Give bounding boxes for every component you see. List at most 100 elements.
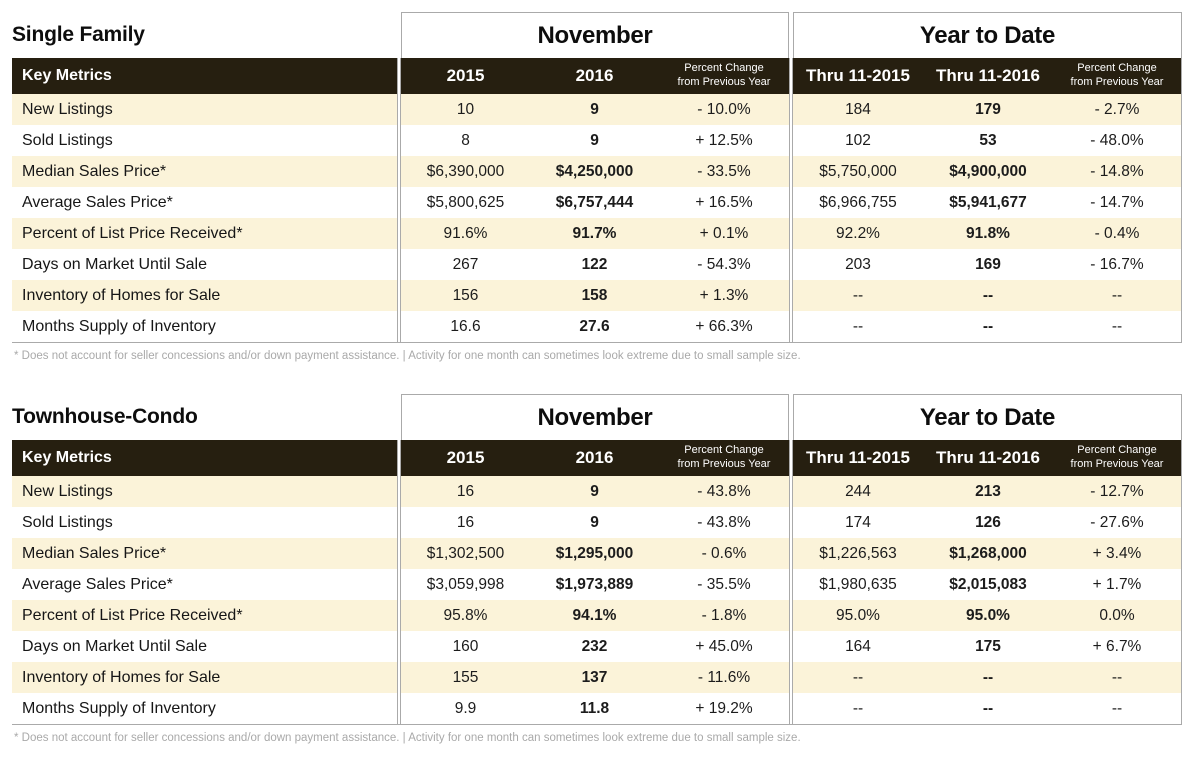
ytd-2016-value: 91.8% <box>923 218 1053 249</box>
nov-2015-header: 2015 <box>401 440 530 476</box>
nov-2016-value: 9 <box>530 94 659 125</box>
metric-label: Sold Listings <box>12 507 397 538</box>
pct-change-line2: from Previous Year <box>677 76 771 88</box>
column-divider <box>397 507 401 538</box>
ytd-pct-change-value: - 27.6% <box>1053 507 1182 538</box>
ytd-pct-change-value: -- <box>1053 693 1182 724</box>
nov-2015-value: 16 <box>401 476 530 507</box>
metric-label: Inventory of Homes for Sale <box>12 280 397 311</box>
nov-2016-header: 2016 <box>530 440 659 476</box>
column-divider <box>397 218 401 249</box>
nov-2016-value: 11.8 <box>530 693 659 724</box>
column-divider <box>789 156 793 187</box>
ytd-2016-value: 95.0% <box>923 600 1053 631</box>
ytd-2015-value: $6,966,755 <box>793 187 923 218</box>
metric-label: Months Supply of Inventory <box>12 693 397 724</box>
nov-2015-value: 155 <box>401 662 530 693</box>
ytd-pct-change-value: - 16.7% <box>1053 249 1182 280</box>
nov-2016-value: $1,973,889 <box>530 569 659 600</box>
nov-2016-header: 2016 <box>530 58 659 94</box>
nov-2016-value: 9 <box>530 476 659 507</box>
metric-label: Months Supply of Inventory <box>12 311 397 342</box>
metric-label: New Listings <box>12 476 397 507</box>
ytd-pct-change-header: Percent Change from Previous Year <box>1053 58 1182 94</box>
column-divider <box>789 476 793 507</box>
single-family-table: Single Family November Year to Date Key … <box>12 12 1182 343</box>
ytd-pct-change-value: - 48.0% <box>1053 125 1182 156</box>
nov-2016-value: 137 <box>530 662 659 693</box>
pct-change-line1: Percent Change <box>1077 62 1157 75</box>
metric-label: New Listings <box>12 94 397 125</box>
ytd-pct-change-value: - 0.4% <box>1053 218 1182 249</box>
metric-label: Average Sales Price* <box>12 187 397 218</box>
column-divider <box>789 693 793 724</box>
ytd-2016-value: $4,900,000 <box>923 156 1053 187</box>
ytd-pct-change-value: -- <box>1053 280 1182 311</box>
column-divider <box>397 538 401 569</box>
title-gap <box>789 394 793 440</box>
ytd-2016-value: 126 <box>923 507 1053 538</box>
footnote: * Does not account for seller concession… <box>14 732 801 744</box>
nov-2015-value: 8 <box>401 125 530 156</box>
ytd-2015-value: -- <box>793 311 923 342</box>
nov-pct-change-header: Percent Change from Previous Year <box>659 58 789 94</box>
nov-2015-value: $3,059,998 <box>401 569 530 600</box>
footnote: * Does not account for seller concession… <box>14 350 801 362</box>
nov-2016-value: $1,295,000 <box>530 538 659 569</box>
metric-label: Average Sales Price* <box>12 569 397 600</box>
ytd-pct-change-value: -- <box>1053 311 1182 342</box>
column-divider <box>397 249 401 280</box>
ytd-pct-change-value: 0.0% <box>1053 600 1182 631</box>
ytd-pct-change-value: + 6.7% <box>1053 631 1182 662</box>
nov-pct-change-value: - 33.5% <box>659 156 789 187</box>
ytd-2016-value: 169 <box>923 249 1053 280</box>
pct-change-line2: from Previous Year <box>1070 76 1164 88</box>
ytd-pct-change-header: Percent Change from Previous Year <box>1053 440 1182 476</box>
nov-pct-change-header: Percent Change from Previous Year <box>659 440 789 476</box>
ytd-2016-value: -- <box>923 662 1053 693</box>
ytd-2016-value: $1,268,000 <box>923 538 1053 569</box>
metric-label: Inventory of Homes for Sale <box>12 662 397 693</box>
nov-pct-change-value: - 10.0% <box>659 94 789 125</box>
column-divider <box>397 94 401 125</box>
column-divider <box>397 156 401 187</box>
pct-change-line2: from Previous Year <box>677 458 771 470</box>
column-divider <box>789 631 793 662</box>
column-divider <box>397 187 401 218</box>
nov-pct-change-value: - 11.6% <box>659 662 789 693</box>
column-divider <box>397 476 401 507</box>
ytd-2016-value: $5,941,677 <box>923 187 1053 218</box>
column-divider <box>397 693 401 724</box>
title-gap <box>397 394 401 440</box>
column-divider <box>397 125 401 156</box>
nov-2015-header: 2015 <box>401 58 530 94</box>
nov-2015-value: 16 <box>401 507 530 538</box>
nov-pct-change-value: - 1.8% <box>659 600 789 631</box>
metric-label: Days on Market Until Sale <box>12 249 397 280</box>
nov-2016-value: 27.6 <box>530 311 659 342</box>
column-divider <box>397 662 401 693</box>
column-divider <box>789 218 793 249</box>
nov-pct-change-value: + 12.5% <box>659 125 789 156</box>
nov-2016-value: 94.1% <box>530 600 659 631</box>
nov-pct-change-value: + 66.3% <box>659 311 789 342</box>
ytd-2016-value: 213 <box>923 476 1053 507</box>
column-divider <box>789 311 793 342</box>
ytd-2015-value: 95.0% <box>793 600 923 631</box>
ytd-2016-header: Thru 11-2016 <box>923 58 1053 94</box>
nov-pct-change-value: + 19.2% <box>659 693 789 724</box>
ytd-2015-value: 184 <box>793 94 923 125</box>
pct-change-line1: Percent Change <box>1077 444 1157 457</box>
column-divider <box>789 538 793 569</box>
ytd-group-header: Year to Date <box>793 394 1182 440</box>
ytd-2016-value: 179 <box>923 94 1053 125</box>
ytd-2016-value: -- <box>923 693 1053 724</box>
column-divider <box>789 94 793 125</box>
column-divider <box>789 58 793 94</box>
column-divider <box>789 507 793 538</box>
nov-pct-change-value: + 45.0% <box>659 631 789 662</box>
metric-label: Percent of List Price Received* <box>12 218 397 249</box>
ytd-2016-value: -- <box>923 280 1053 311</box>
ytd-group-header: Year to Date <box>793 12 1182 58</box>
nov-2015-value: 267 <box>401 249 530 280</box>
